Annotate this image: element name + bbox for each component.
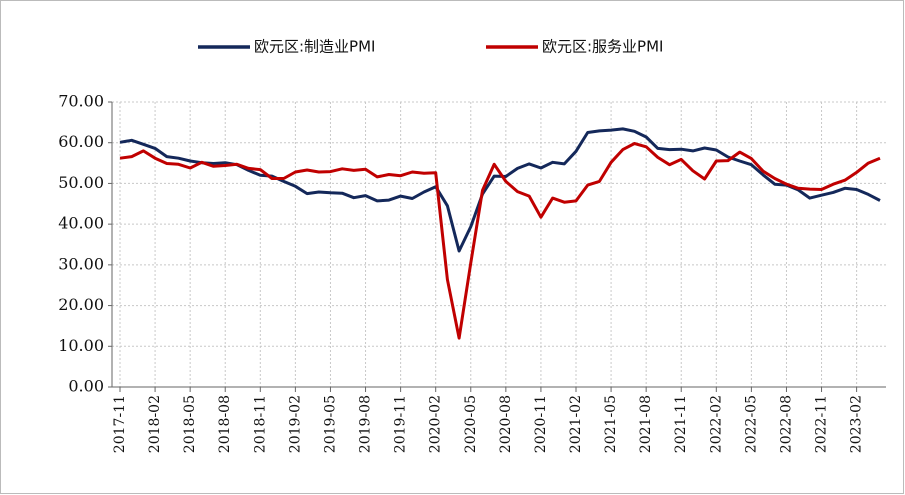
x-tick-label: 2021-08: [638, 395, 654, 453]
x-tick-label: 2022-02: [708, 395, 724, 453]
x-tick-label: 2019-05: [322, 395, 338, 453]
x-tick-label: 2020-05: [463, 395, 479, 453]
x-tick-label: 2021-02: [568, 395, 584, 453]
x-tick-label: 2018-08: [217, 395, 233, 453]
x-tick-label: 2020-08: [498, 395, 514, 453]
x-tick-label: 2022-08: [778, 395, 794, 453]
x-tick-label: 2021-05: [603, 395, 619, 453]
y-tick-label: 20.00: [58, 295, 104, 314]
legend-label: 欧元区:制造业PMI: [254, 38, 375, 56]
y-tick-label: 40.00: [58, 214, 104, 233]
x-tick-label: 2018-11: [252, 395, 268, 453]
y-tick-label: 50.00: [58, 173, 104, 192]
y-tick-label: 10.00: [58, 336, 104, 355]
legend-label: 欧元区:服务业PMI: [542, 38, 663, 56]
y-tick-label: 60.00: [58, 132, 104, 151]
x-tick-label: 2019-02: [287, 395, 303, 453]
x-tick-label: 2017-11: [112, 395, 128, 453]
x-tick-label: 2020-11: [533, 395, 549, 453]
x-tick-label: 2020-02: [428, 395, 444, 453]
x-tick-label: 2022-11: [814, 395, 830, 453]
y-tick-label: 70.00: [58, 92, 104, 111]
x-tick-label: 2019-08: [358, 395, 374, 453]
x-tick-label: 2021-11: [673, 395, 689, 453]
y-tick-label: 30.00: [58, 254, 104, 273]
x-tick-label: 2019-11: [393, 395, 409, 453]
x-tick-label: 2018-02: [147, 395, 163, 453]
x-tick-label: 2022-05: [743, 395, 759, 453]
series-line: [119, 127, 881, 253]
x-tick-label: 2023-02: [849, 395, 865, 453]
series-line: [119, 142, 881, 340]
x-tick-label: 2018-05: [182, 395, 198, 453]
y-tick-label: 0.00: [68, 377, 104, 396]
